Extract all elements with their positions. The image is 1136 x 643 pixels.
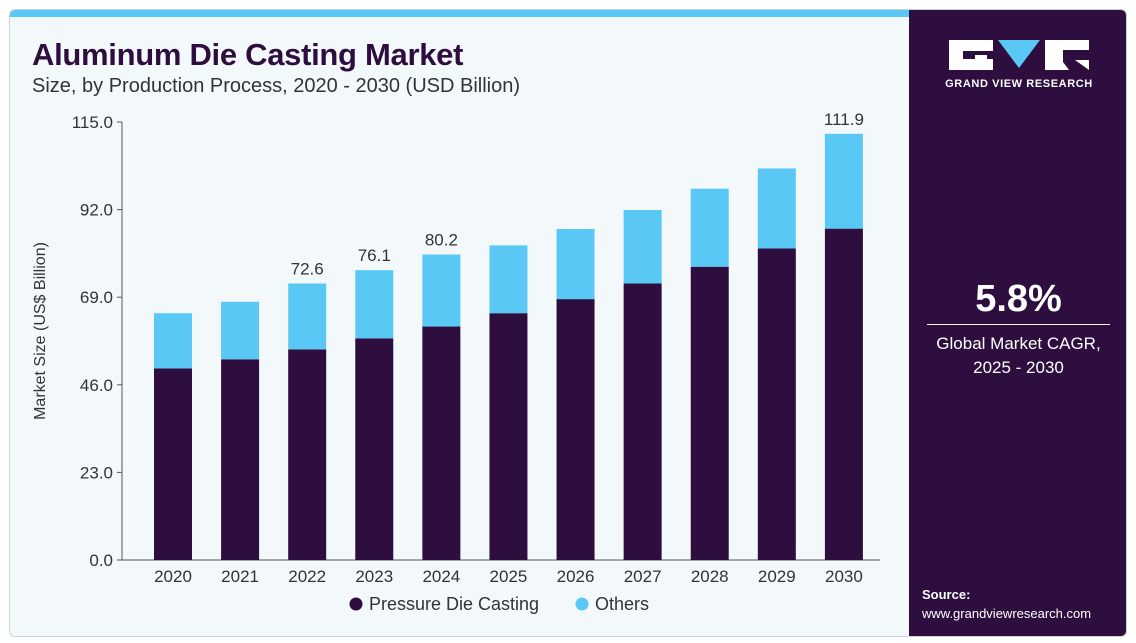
bar-others-2020: [154, 313, 192, 369]
x-tick-label: 2022: [288, 567, 326, 586]
total-data-label: 72.6: [291, 259, 324, 278]
y-tick-label: 115.0: [72, 113, 113, 132]
x-tick-label: 2024: [422, 567, 460, 586]
bar-others-2022: [288, 283, 327, 350]
chart-title: Aluminum Die Casting Market: [32, 37, 464, 72]
total-data-label: 76.1: [358, 246, 391, 265]
bar-others-2027: [623, 209, 662, 284]
y-tick-label: 46.0: [80, 376, 113, 395]
bar-others-2024: [422, 254, 461, 327]
chart-card: Aluminum Die Casting Market Size, by Pro…: [9, 9, 1127, 637]
y-tick-label: 0.0: [89, 551, 113, 570]
bar-others-2021: [221, 301, 260, 360]
bar-pressure-die-casting-2030: [824, 228, 863, 560]
bar-pressure-die-casting-2026: [556, 299, 595, 560]
y-axis-title: Market Size (US$ Billion): [32, 242, 49, 420]
total-data-label: 111.9: [824, 110, 864, 129]
bar-pressure-die-casting-2029: [757, 248, 796, 560]
info-panel: GRAND VIEW RESEARCH 5.8% Global Market C…: [909, 10, 1126, 636]
legend-marker-others: [575, 597, 589, 611]
bar-pressure-die-casting-2021: [221, 359, 260, 560]
x-tick-label: 2028: [691, 567, 729, 586]
source-url[interactable]: www.grandviewresearch.com: [922, 606, 1092, 621]
legend-marker-pressure-die-casting: [349, 597, 363, 611]
y-tick-label: 23.0: [80, 463, 113, 482]
grand-view-research-logo: GRAND VIEW RESEARCH: [939, 40, 1099, 100]
legend-label: Pressure Die Casting: [369, 594, 539, 614]
cagr-value: 5.8%: [975, 278, 1062, 320]
cagr-label-line2: 2025 - 2030: [973, 358, 1064, 377]
cagr-divider: [927, 324, 1110, 325]
bar-others-2029: [757, 168, 796, 249]
x-tick-label: 2020: [154, 567, 192, 586]
legend-label: Others: [595, 594, 649, 614]
bar-pressure-die-casting-2025: [489, 313, 528, 560]
bar-others-2026: [556, 229, 595, 300]
cagr-label-line1: Global Market CAGR,: [936, 334, 1101, 353]
bar-others-2025: [489, 245, 528, 314]
bar-pressure-die-casting-2023: [355, 338, 394, 560]
x-tick-label: 2029: [758, 567, 796, 586]
bar-pressure-die-casting-2020: [154, 368, 192, 560]
y-tick-label: 92.0: [80, 201, 113, 220]
x-tick-label: 2030: [825, 567, 863, 586]
logo-wordmark: GRAND VIEW RESEARCH: [945, 78, 1093, 90]
bar-chart: 0.0 23.0 46.0 69.0 92.0 115.0 Market Size (US$…: [32, 110, 880, 614]
total-data-label: 80.2: [425, 231, 458, 250]
gvr-logo-icon: [949, 40, 1089, 70]
chart-subtitle: Size, by Production Process, 2020 - 2030…: [32, 75, 521, 97]
bar-others-2023: [355, 270, 394, 339]
x-tick-label: 2026: [557, 567, 595, 586]
bar-pressure-die-casting-2022: [288, 349, 327, 560]
cagr-label: Global Market CAGR, 2025 - 2030: [909, 332, 1126, 380]
bar-pressure-die-casting-2027: [623, 283, 662, 560]
x-tick-label: 2023: [355, 567, 393, 586]
x-tick-label: 2021: [221, 567, 259, 586]
bar-others-2030: [824, 133, 863, 229]
x-tick-label: 2025: [490, 567, 528, 586]
x-tick-label: 2027: [624, 567, 662, 586]
bar-others-2028: [690, 188, 729, 267]
source-title: Source:: [922, 587, 971, 602]
bar-pressure-die-casting-2028: [690, 266, 729, 560]
top-accent-stripe: [10, 10, 909, 17]
y-tick-label: 69.0: [80, 288, 113, 307]
bar-pressure-die-casting-2024: [422, 326, 461, 560]
